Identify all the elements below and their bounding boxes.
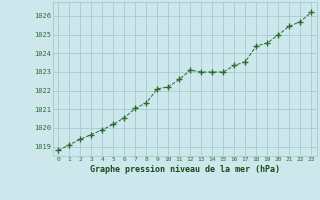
X-axis label: Graphe pression niveau de la mer (hPa): Graphe pression niveau de la mer (hPa) xyxy=(90,165,280,174)
